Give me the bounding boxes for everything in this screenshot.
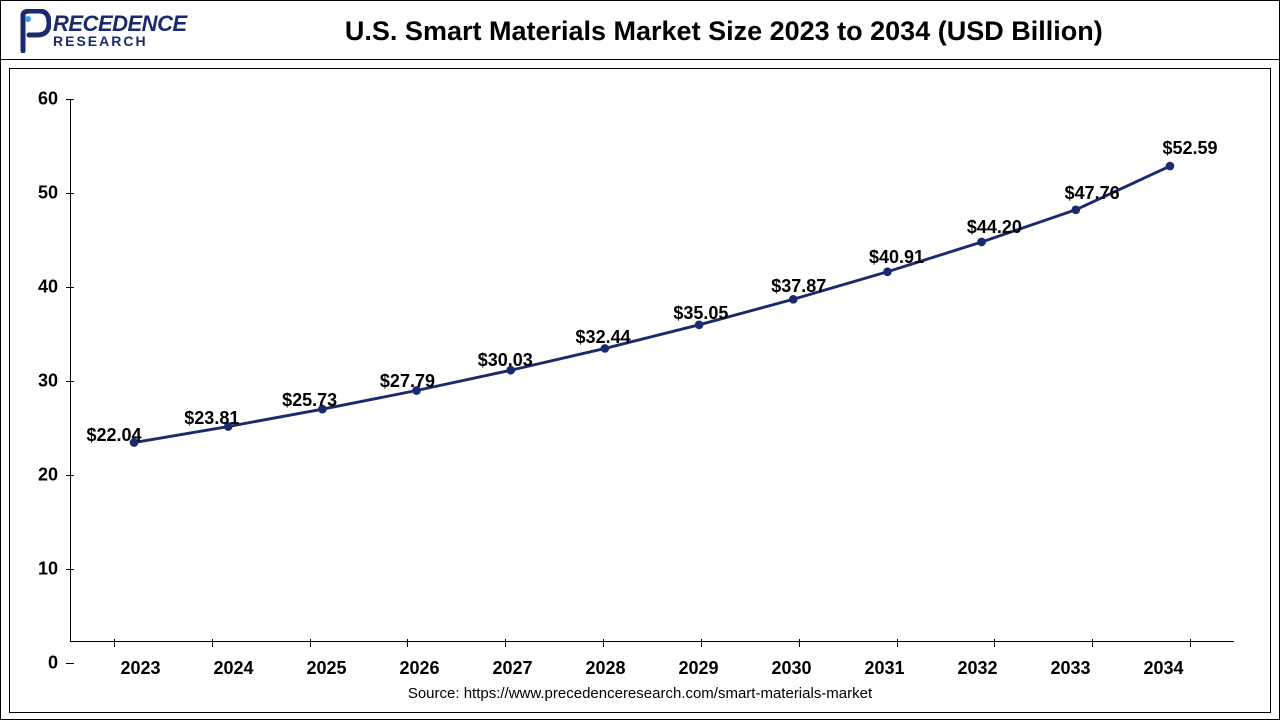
x-tick-label: 2023 — [94, 658, 187, 679]
x-tick-label: 2029 — [652, 658, 745, 679]
data-label: $30.03 — [478, 350, 533, 371]
x-tick-label: 2026 — [373, 658, 466, 679]
data-point — [1071, 205, 1080, 214]
x-tick-label: 2034 — [1117, 658, 1210, 679]
data-label: $23.81 — [184, 408, 239, 429]
data-label: $27.79 — [380, 371, 435, 392]
data-label: $22.04 — [86, 425, 141, 446]
y-tick-label: 10 — [38, 559, 58, 580]
y-tick-label: 40 — [38, 277, 58, 298]
x-tick-label: 2031 — [838, 658, 931, 679]
y-tick-label: 50 — [38, 183, 58, 204]
y-tick-label: 20 — [38, 465, 58, 486]
data-label: $37.87 — [771, 276, 826, 297]
x-tick-label: 2027 — [466, 658, 559, 679]
data-label: $52.59 — [1162, 138, 1217, 159]
x-tick-label: 2030 — [745, 658, 838, 679]
data-label: $35.05 — [673, 303, 728, 324]
line-chart-svg — [70, 99, 1234, 642]
x-tick-label: 2024 — [187, 658, 280, 679]
logo-line1: RECEDENCE — [53, 14, 187, 35]
header: RECEDENCE RESEARCH U.S. Smart Materials … — [1, 1, 1279, 60]
y-tick-label: 30 — [38, 371, 58, 392]
data-point — [977, 238, 986, 247]
data-point — [883, 267, 892, 276]
chart-container: RECEDENCE RESEARCH U.S. Smart Materials … — [0, 0, 1280, 720]
data-label: $32.44 — [576, 327, 631, 348]
x-axis-labels: 2023202420252026202720282029203020312032… — [70, 658, 1234, 679]
y-tick-label: 60 — [38, 89, 58, 110]
plot-area: 0102030405060 $22.04$23.81$25.73$27.79$3… — [70, 99, 1234, 642]
data-point — [1166, 162, 1175, 171]
x-tick-label: 2025 — [280, 658, 373, 679]
x-tick-label: 2032 — [931, 658, 1024, 679]
source-text: Source: https://www.precedenceresearch.c… — [10, 679, 1270, 712]
y-tick-label: 0 — [48, 653, 58, 674]
data-label: $47.76 — [1065, 183, 1120, 204]
chart-frame: 0102030405060 $22.04$23.81$25.73$27.79$3… — [9, 68, 1271, 713]
data-label: $44.20 — [967, 217, 1022, 238]
data-label: $25.73 — [282, 390, 337, 411]
chart-title: U.S. Smart Materials Market Size 2023 to… — [187, 16, 1261, 47]
logo-line2: RESEARCH — [53, 35, 187, 48]
data-label: $40.91 — [869, 247, 924, 268]
x-tick-label: 2028 — [559, 658, 652, 679]
brand-logo: RECEDENCE RESEARCH — [19, 9, 187, 53]
logo-p-icon — [19, 9, 51, 53]
x-tick-label: 2033 — [1024, 658, 1117, 679]
